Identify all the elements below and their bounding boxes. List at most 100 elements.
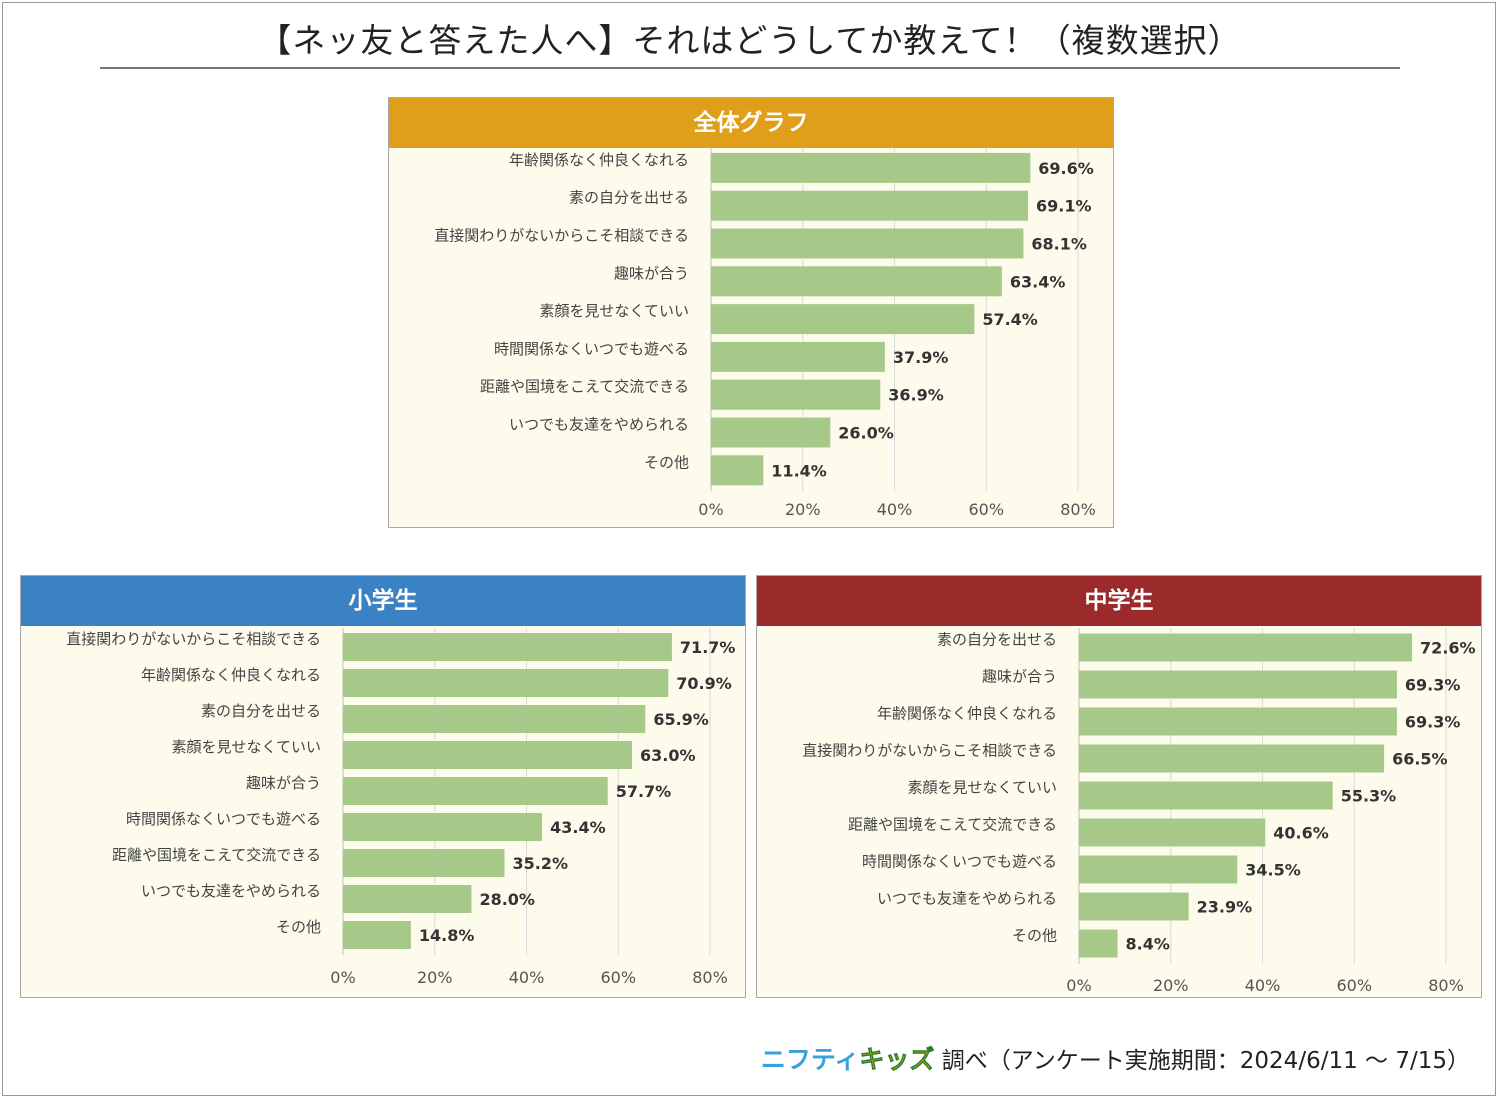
category-label: いつでも友達をやめられる <box>509 416 689 434</box>
category-label: 趣味が合う <box>614 264 689 282</box>
bar <box>343 777 608 805</box>
bar-chart-junior: 0% 20% 40% 60% 80% 素の自分を出せる 72.6% 趣味が合う 69.3% 年齢関… <box>802 628 1476 995</box>
data-label: 57.7% <box>616 782 672 801</box>
bar <box>343 813 543 841</box>
category-label: 距離や国境をこえて交流できる <box>848 816 1057 834</box>
data-label: 68.1% <box>1031 235 1087 254</box>
bar-chart-elementary: 0% 20% 40% 60% 80% 直接関わりがないからこそ相談できる 71.7% 年齢関係… <box>66 628 736 987</box>
bar <box>1079 744 1385 773</box>
bar <box>711 266 1002 297</box>
data-label: 23.9% <box>1197 898 1253 917</box>
x-tick-label: 40% <box>1245 976 1281 995</box>
survey-note: 調べ（アンケート実施期間：2024/6/11 ～ 7/15） <box>941 1048 1470 1074</box>
chart-panel-overall: 全体グラフ 0% 20% 40% 60% 80% 年齢関係なく仲良くなれる 69.6% 素の自… <box>388 97 1114 528</box>
logo-kids: キッズ <box>859 1045 935 1075</box>
bar <box>1079 855 1238 884</box>
category-label: 素顔を見せなくていい <box>907 779 1057 797</box>
bar <box>343 633 672 661</box>
category-label: いつでも友達をやめられる <box>877 890 1057 908</box>
bar <box>343 741 633 769</box>
bar <box>1079 781 1333 810</box>
chart-panel-junior: 中学生 0% 20% 40% 60% 80% 素の自分を出せる 72.6% 趣味が合う 69.3… <box>756 575 1482 998</box>
x-tick-label: 0% <box>1066 976 1091 995</box>
category-label: その他 <box>644 453 689 471</box>
data-label: 69.6% <box>1038 159 1094 178</box>
x-tick-label: 80% <box>1428 976 1464 995</box>
data-label: 37.9% <box>893 348 949 367</box>
bar-chart-overall: 0% 20% 40% 60% 80% 年齢関係なく仲良くなれる 69.6% 素の自分を出せる 6… <box>434 148 1096 519</box>
bar <box>343 705 646 733</box>
bar <box>711 152 1031 183</box>
category-label: 素顔を見せなくていい <box>539 302 689 320</box>
x-tick-label: 60% <box>1336 976 1372 995</box>
category-label: 年齢関係なく仲良くなれる <box>877 705 1057 723</box>
bar <box>711 190 1028 221</box>
x-tick-label: 0% <box>698 500 723 519</box>
category-label: 素の自分を出せる <box>201 702 321 720</box>
data-label: 71.7% <box>680 638 736 657</box>
x-tick-label: 20% <box>417 968 453 987</box>
bar <box>711 304 975 335</box>
bar <box>1079 892 1189 921</box>
category-label: 直接関わりがないからこそ相談できる <box>802 742 1057 760</box>
category-label: いつでも友達をやめられる <box>141 882 321 900</box>
data-label: 8.4% <box>1126 935 1170 954</box>
logo-nifty: ニフティ <box>760 1045 860 1074</box>
data-label: 40.6% <box>1273 824 1329 843</box>
category-label: 趣味が合う <box>982 668 1057 686</box>
x-tick-label: 60% <box>600 968 636 987</box>
data-label: 65.9% <box>653 710 709 729</box>
data-label: 69.3% <box>1405 676 1461 695</box>
category-label: その他 <box>1012 927 1057 945</box>
category-label: 距離や国境をこえて交流できる <box>112 846 321 864</box>
category-label: 趣味が合う <box>246 774 321 792</box>
data-label: 69.1% <box>1036 197 1092 216</box>
data-label: 34.5% <box>1245 861 1301 880</box>
page-title: 【ネッ友と答えた人へ】それはどうしてか教えて！（複数選択） <box>258 21 1242 60</box>
bar <box>1079 929 1118 958</box>
chart-title-overall: 全体グラフ <box>389 98 1113 148</box>
data-label: 63.4% <box>1010 272 1066 291</box>
bar <box>711 379 881 410</box>
category-label: その他 <box>276 918 321 936</box>
bar <box>1079 818 1266 847</box>
x-tick-label: 60% <box>968 500 1004 519</box>
x-tick-label: 20% <box>785 500 821 519</box>
x-tick-label: 80% <box>1060 500 1096 519</box>
data-label: 57.4% <box>982 310 1038 329</box>
data-label: 28.0% <box>479 890 535 909</box>
x-tick-label: 40% <box>877 500 913 519</box>
category-label: 時間関係なくいつでも遊べる <box>862 853 1057 871</box>
category-label: 直接関わりがないからこそ相談できる <box>66 630 321 648</box>
category-label: 年齢関係なく仲良くなれる <box>509 151 689 169</box>
category-label: 素の自分を出せる <box>569 189 689 207</box>
data-label: 35.2% <box>512 854 568 873</box>
bar <box>343 849 505 877</box>
x-tick-label: 0% <box>330 968 355 987</box>
x-tick-label: 40% <box>509 968 545 987</box>
data-label: 43.4% <box>550 818 606 837</box>
bar <box>711 455 764 486</box>
data-label: 55.3% <box>1341 787 1397 806</box>
category-label: 年齢関係なく仲良くなれる <box>141 666 321 684</box>
category-label: 時間関係なくいつでも遊べる <box>126 810 321 828</box>
bar <box>711 228 1024 259</box>
bar <box>711 341 885 372</box>
bar <box>1079 707 1397 736</box>
bar <box>711 417 831 448</box>
bar <box>343 669 669 697</box>
source-footer: ニフティキッズ 調べ（アンケート実施期間：2024/6/11 ～ 7/15） <box>761 1040 1470 1076</box>
data-label: 11.4% <box>771 461 827 480</box>
chart-title-junior: 中学生 <box>757 576 1481 626</box>
bar <box>343 885 472 913</box>
chart-title-elementary: 小学生 <box>21 576 745 626</box>
category-label: 直接関わりがないからこそ相談できる <box>434 227 689 245</box>
data-label: 66.5% <box>1392 750 1448 769</box>
x-tick-label: 20% <box>1153 976 1189 995</box>
chart-panel-elementary: 小学生 0% 20% 40% 60% 80% 直接関わりがないからこそ相談できる 71.7%… <box>20 575 746 998</box>
bar <box>1079 670 1397 699</box>
x-tick-label: 80% <box>692 968 728 987</box>
category-label: 素の自分を出せる <box>937 631 1057 649</box>
data-label: 36.9% <box>888 386 944 405</box>
